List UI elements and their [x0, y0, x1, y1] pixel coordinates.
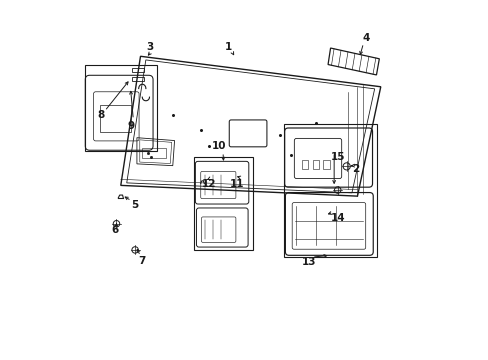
- Text: 4: 4: [362, 33, 369, 43]
- Text: 3: 3: [145, 42, 153, 52]
- Text: 15: 15: [330, 152, 344, 162]
- Text: 12: 12: [201, 179, 215, 189]
- Text: 5: 5: [131, 200, 139, 210]
- Text: 8: 8: [97, 111, 104, 121]
- Text: 11: 11: [230, 179, 244, 189]
- Bar: [312, 160, 319, 169]
- Bar: [284, 125, 376, 257]
- Bar: [142, 148, 165, 158]
- Bar: [100, 105, 131, 132]
- Text: 2: 2: [351, 164, 359, 174]
- Bar: [85, 65, 156, 151]
- Text: 13: 13: [301, 257, 316, 267]
- Text: 9: 9: [128, 121, 135, 131]
- Text: 7: 7: [138, 256, 146, 266]
- Text: 1: 1: [224, 42, 231, 52]
- Text: 14: 14: [330, 213, 345, 222]
- Text: 10: 10: [212, 141, 226, 151]
- Bar: [323, 160, 329, 169]
- Text: 6: 6: [112, 225, 119, 235]
- Bar: [194, 157, 253, 250]
- Bar: [131, 77, 144, 81]
- Bar: [301, 160, 308, 169]
- Bar: [131, 68, 144, 72]
